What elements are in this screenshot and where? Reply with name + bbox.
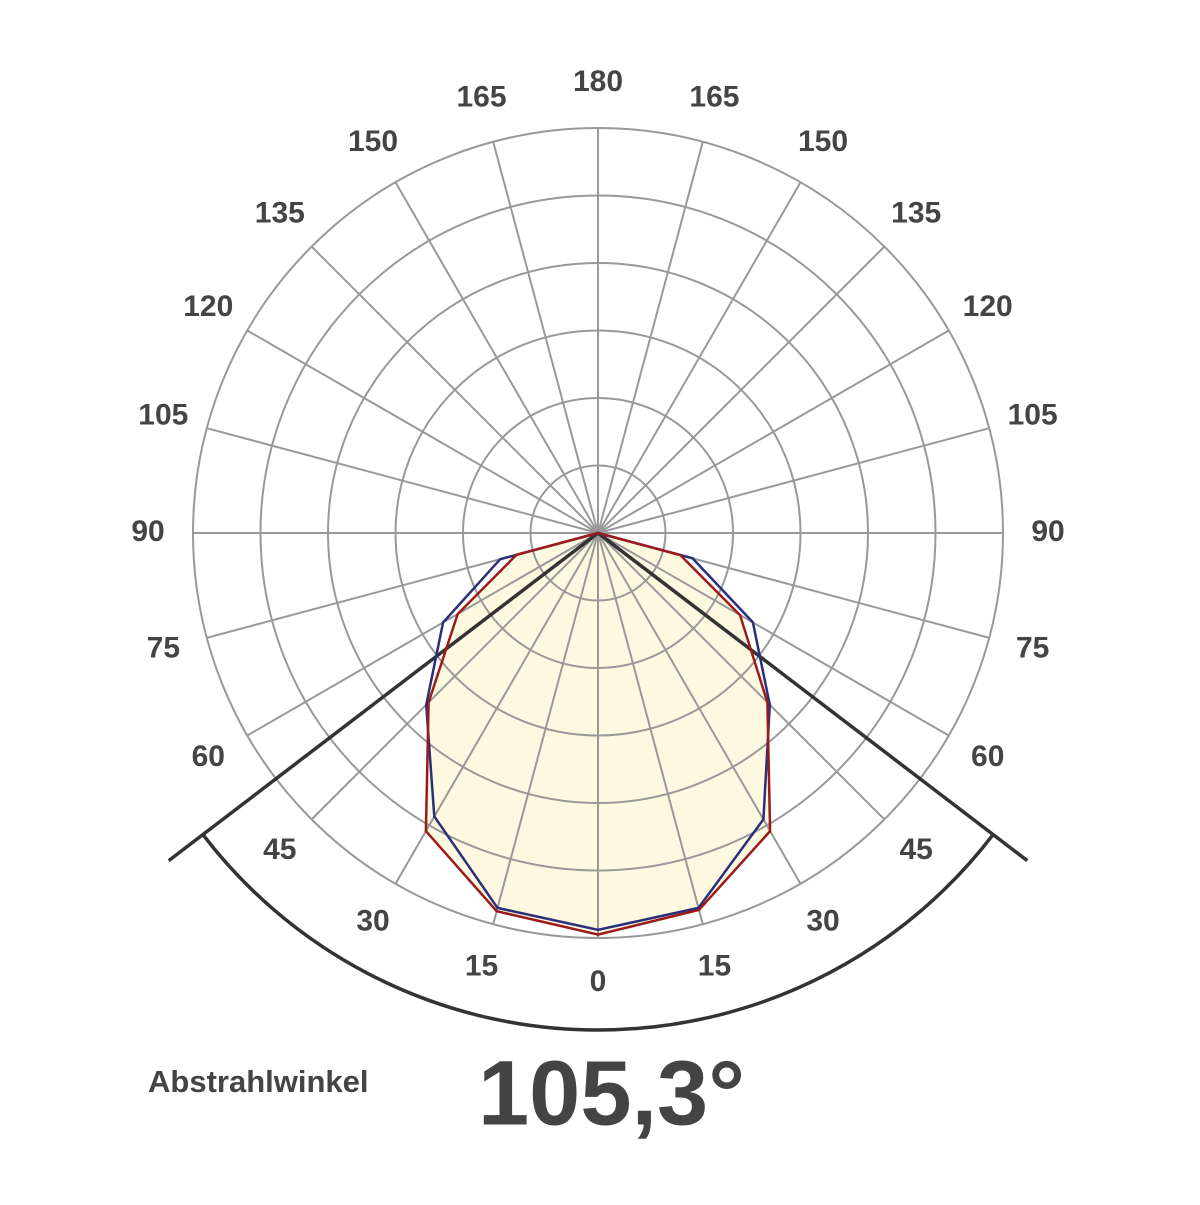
angle-label: 75 [147,631,180,664]
intensity-curve [424,531,772,932]
grid-spoke [597,329,950,534]
angle-label: 150 [798,125,848,158]
angle-label: 0 [590,965,607,998]
grid-spoke [597,532,704,925]
angle-label: 45 [900,833,933,866]
grid-spoke [597,427,990,534]
angle-label: 15 [698,950,731,983]
grid-spoke [310,245,599,534]
angle-label: 150 [348,125,398,158]
angle-label: 45 [263,833,296,866]
grid-spoke [597,532,886,821]
beam-line [167,531,600,862]
angle-label: 135 [255,197,305,230]
angle-label: 60 [192,740,225,773]
angle-label: 60 [971,740,1004,773]
angle-label: 105 [138,398,188,431]
angle-label: 180 [573,65,623,98]
grid-spoke [597,181,802,534]
grid-spoke [492,532,599,925]
grid-spoke [597,141,704,534]
angle-label: 135 [891,197,941,230]
angle-label: 120 [963,290,1013,323]
intensity-curve [424,531,772,936]
angle-label: 165 [457,80,507,113]
grid-spoke [206,427,599,534]
grid-spoke [310,532,599,821]
angle-label: 75 [1016,631,1049,664]
grid-spoke [597,532,950,737]
beam-arc [201,833,995,1032]
grid-spoke [246,532,599,737]
beam-line [596,531,1029,862]
angle-label: 30 [806,905,839,938]
angle-label: 90 [131,515,164,548]
angle-label: 15 [465,950,498,983]
angle-label: 105 [1008,398,1058,431]
angle-label: 30 [356,905,389,938]
angle-label: 120 [183,290,233,323]
grid-spoke [492,141,599,534]
angle-label: 165 [689,80,739,113]
grid-spoke [246,329,599,534]
grid-spoke [394,532,599,885]
beam-value: 105,3° [478,1042,745,1144]
grid-spoke [597,245,886,534]
beam-label: Abstrahlwinkel [148,1064,369,1099]
grid-spoke [394,181,599,534]
grid-spoke [597,532,802,885]
angle-label: 90 [1031,515,1064,548]
